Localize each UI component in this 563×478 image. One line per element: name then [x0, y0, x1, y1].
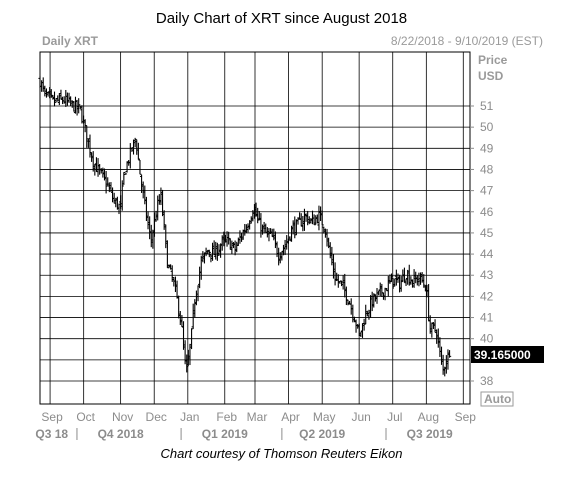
- x-month-label: May: [313, 410, 336, 424]
- x-quarter-label: Q3 2019: [407, 427, 453, 441]
- y-tick-label: 48: [480, 162, 494, 176]
- x-month-label: Feb: [216, 410, 237, 424]
- ohlc-bars: [38, 76, 452, 377]
- y-tick-label: 41: [480, 311, 494, 325]
- x-month-label: Aug: [418, 410, 439, 424]
- grid-layer: [39, 51, 471, 405]
- symbol-label: Daily XRT: [42, 34, 99, 48]
- y-tick-label: 46: [480, 205, 494, 219]
- price-axis-label-1: Price: [478, 53, 508, 67]
- y-tick-label: 51: [480, 99, 494, 113]
- x-month-label: Nov: [112, 410, 133, 424]
- last-price-tag: [471, 346, 544, 363]
- date-range-label: 8/22/2018 - 9/10/2019 (EST): [391, 34, 543, 48]
- x-month-label: Oct: [76, 410, 95, 424]
- y-tick-label: 42: [480, 289, 494, 303]
- x-quarter-label: Q1 2019: [202, 427, 248, 441]
- chart-credit: Chart courtesy of Thomson Reuters Eikon: [160, 446, 403, 461]
- last-price-label: 39.165000: [474, 348, 531, 362]
- x-month-label: Jan: [180, 410, 199, 424]
- y-tick-label: 40: [480, 332, 494, 346]
- x-month-label: Jun: [351, 410, 370, 424]
- x-axis: Sep Oct Nov Dec Jan Feb Mar Apr May Jun Jul Aug SepQ…: [35, 410, 476, 441]
- x-month-label: Apr: [281, 410, 300, 424]
- y-tick-label: 50: [480, 120, 494, 134]
- y-tick-label: 47: [480, 184, 494, 198]
- chart-title: Daily Chart of XRT since August 2018: [155, 10, 408, 27]
- y-tick-label: 44: [480, 247, 494, 261]
- x-month-label: Jul: [387, 410, 402, 424]
- x-month-label: Sep: [455, 410, 477, 424]
- y-axis: 38 40 41 42 43 44 45 46 47 48 49 50 51: [470, 99, 494, 388]
- x-quarter-label: Q4 2018: [98, 427, 144, 441]
- x-month-label: Mar: [247, 410, 268, 424]
- y-tick-label: 38: [480, 374, 494, 388]
- x-month-label: Sep: [41, 410, 63, 424]
- price-axis-label-2: USD: [478, 69, 504, 83]
- auto-scale-label: Auto: [484, 392, 511, 406]
- x-quarter-label: Q3 18: [35, 427, 68, 441]
- x-quarter-label: Q2 2019: [299, 427, 345, 441]
- auto-scale-button[interactable]: [480, 391, 514, 407]
- x-month-label: Dec: [146, 410, 167, 424]
- y-tick-label: 49: [480, 141, 494, 155]
- y-tick-label: 45: [480, 226, 494, 240]
- y-tick-label: 43: [480, 268, 494, 282]
